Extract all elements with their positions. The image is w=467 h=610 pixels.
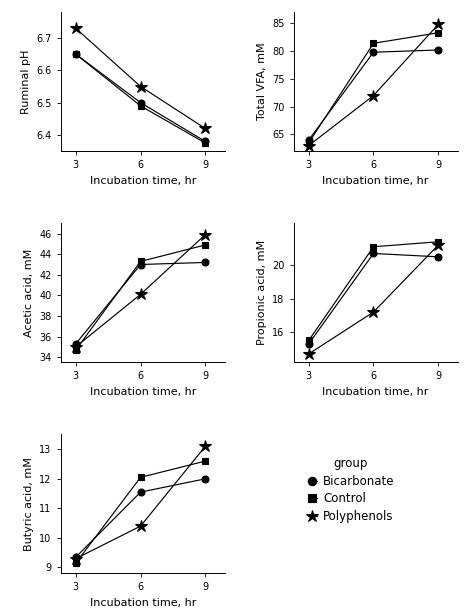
Y-axis label: Total VFA, mM: Total VFA, mM	[256, 43, 267, 120]
Legend: Bicarbonate, Control, Polyphenols: Bicarbonate, Control, Polyphenols	[304, 453, 398, 526]
Y-axis label: Acetic acid, mM: Acetic acid, mM	[24, 249, 34, 337]
Y-axis label: Propionic acid, mM: Propionic acid, mM	[257, 240, 267, 345]
X-axis label: Incubation time, hr: Incubation time, hr	[90, 176, 196, 185]
X-axis label: Incubation time, hr: Incubation time, hr	[90, 598, 196, 608]
Y-axis label: Butyric acid, mM: Butyric acid, mM	[24, 457, 34, 551]
Y-axis label: Ruminal pH: Ruminal pH	[21, 49, 31, 114]
X-axis label: Incubation time, hr: Incubation time, hr	[90, 387, 196, 397]
X-axis label: Incubation time, hr: Incubation time, hr	[322, 387, 429, 397]
X-axis label: Incubation time, hr: Incubation time, hr	[322, 176, 429, 185]
